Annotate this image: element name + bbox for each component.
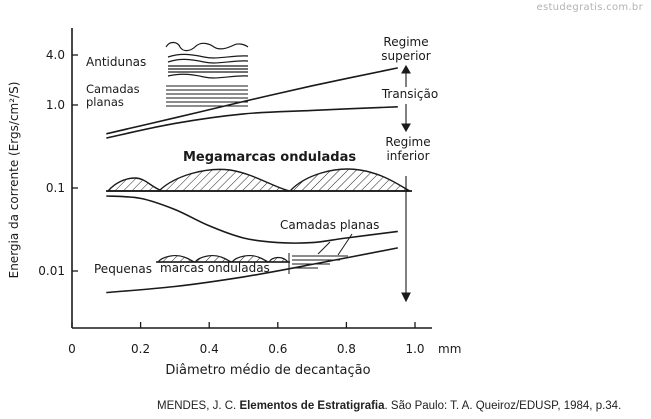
source-caption: MENDES, J. C. Elementos de Estratigrafia… xyxy=(157,400,621,412)
region-label-pequenas: Pequenas marcas onduladas xyxy=(94,261,270,276)
x-tick-label: 0 xyxy=(68,342,76,356)
watermark: estudegratis.com.br xyxy=(536,2,643,13)
x-axis-unit: mm xyxy=(438,342,461,356)
caption-author: MENDES, J. C. xyxy=(157,400,237,412)
curve-1 xyxy=(106,67,398,135)
camadas-planas-upper-icon xyxy=(166,85,248,107)
y-tick-label: 4.0 xyxy=(46,48,65,62)
region-label-megamarcas: Megamarcas onduladas xyxy=(183,150,356,165)
x-tick-label: 0.8 xyxy=(337,342,356,356)
y-axis-label: Energia da corrente (Ergs/cm²/S) xyxy=(7,82,21,279)
region-label-camadas-planas-lower: Camadas planas xyxy=(280,218,379,232)
regime-label-transicao: Transição xyxy=(381,87,438,101)
caption-rest: . São Paulo: T. A. Queiroz/EDUSP, 1984, … xyxy=(384,400,622,412)
curve-3 xyxy=(106,195,398,244)
y-tick-label: 0.1 xyxy=(46,181,65,195)
x-tick-label: 0.2 xyxy=(131,342,150,356)
x-tick-label: 1.0 xyxy=(405,342,424,356)
x-tick-label: 0.6 xyxy=(268,342,287,356)
y-tick-label: 1.0 xyxy=(46,98,65,112)
antidunas-icon xyxy=(165,41,249,79)
x-tick-label: 0.4 xyxy=(200,342,219,356)
megamarcas-ripples xyxy=(106,168,411,192)
axis-ticks: 0 0.2 0.4 0.6 0.8 1.0 0.01 0.1 1.0 4.0 xyxy=(38,48,424,356)
x-axis-label: Diâmetro médio de decantação xyxy=(165,363,370,378)
camadas-planas-lower-icon xyxy=(288,233,353,274)
y-tick-label: 0.01 xyxy=(38,264,65,278)
curve-4 xyxy=(106,247,398,294)
caption-title: Elementos de Estratigrafia xyxy=(239,400,385,412)
region-label-antidunas: Antidunas xyxy=(86,55,146,69)
bedform-chart: 0 0.2 0.4 0.6 0.8 1.0 0.01 0.1 1.0 4.0 Diâmetro m… xyxy=(7,28,461,378)
regime-label-inferior: Regime inferior xyxy=(385,135,430,163)
curve-2 xyxy=(106,106,398,139)
regime-arrows xyxy=(401,64,411,303)
regime-label-superior: Regime superior xyxy=(381,35,430,63)
region-label-camadas-planas-upper: Camadas planas xyxy=(86,82,140,109)
